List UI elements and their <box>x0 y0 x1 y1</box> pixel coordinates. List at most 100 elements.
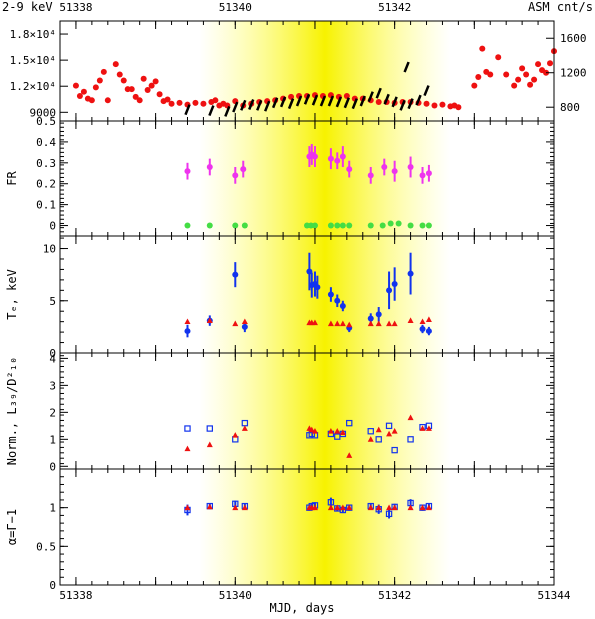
data-point <box>335 96 343 108</box>
data-point <box>439 101 446 108</box>
data-point <box>206 441 213 448</box>
data-point <box>407 164 414 170</box>
data-point <box>184 104 191 116</box>
y-tick-label: 1.5×10⁴ <box>10 54 56 67</box>
data-point <box>419 504 426 511</box>
data-point <box>367 222 374 229</box>
data-point <box>375 436 382 443</box>
x-tick-label: 51338 <box>59 589 92 602</box>
data-point <box>407 98 414 110</box>
data-point <box>375 426 382 433</box>
data-point <box>547 60 554 67</box>
data-point <box>241 504 248 511</box>
data-point <box>184 318 191 325</box>
top-x-tick-label: 51340 <box>219 1 252 14</box>
data-point <box>339 153 346 160</box>
data-point <box>425 316 432 322</box>
top-left-label: 2-9 keV <box>2 0 53 14</box>
y-tick-label: 0.5 <box>36 540 56 553</box>
data-point <box>308 426 315 433</box>
data-point <box>144 86 151 93</box>
highlight-band-layer <box>199 21 451 585</box>
data-point <box>232 432 239 438</box>
y-tick-label: 0 <box>49 460 56 473</box>
data-point <box>367 504 374 511</box>
data-point <box>367 91 374 103</box>
data-point <box>381 164 388 170</box>
series-Te-1 <box>184 316 432 328</box>
data-point <box>72 82 79 89</box>
data-point <box>212 97 219 104</box>
y-tick-label: 10 <box>43 243 56 256</box>
data-point <box>407 414 414 421</box>
data-point <box>339 222 346 229</box>
data-point <box>311 319 318 326</box>
data-point <box>311 428 318 434</box>
data-point <box>391 96 398 108</box>
data-point <box>351 98 358 110</box>
panel-alpha: 0 0.5 1 α=Γ−1 <box>5 468 555 592</box>
data-point <box>116 71 123 78</box>
data-point <box>419 318 426 325</box>
y-tick-label: 1 <box>49 502 56 515</box>
data-point <box>407 436 414 443</box>
series-Te-0 <box>184 252 432 338</box>
data-point <box>386 504 393 511</box>
data-point <box>206 164 213 170</box>
data-point <box>346 419 353 427</box>
top-x-tick-label: 51342 <box>378 1 411 14</box>
data-point <box>334 222 341 229</box>
data-point <box>391 320 398 327</box>
y-axis-label: FR <box>5 171 19 186</box>
data-point <box>184 504 191 511</box>
data-point <box>519 65 526 72</box>
data-point <box>184 445 191 452</box>
y-tick-label: 3 <box>49 379 56 392</box>
data-point <box>419 425 426 431</box>
data-point <box>407 317 414 324</box>
data-point <box>423 85 430 97</box>
data-point <box>327 291 334 298</box>
data-point <box>208 105 215 117</box>
data-point <box>515 76 522 83</box>
data-point <box>184 328 191 335</box>
data-point <box>184 168 191 175</box>
data-point <box>407 270 414 277</box>
data-point <box>391 281 398 288</box>
data-point <box>375 504 382 511</box>
data-point <box>271 97 279 109</box>
data-point <box>391 428 398 434</box>
series-norm-1 <box>184 414 432 458</box>
data-point <box>311 94 319 106</box>
data-point <box>346 452 353 458</box>
data-point <box>419 172 426 179</box>
highlight-band <box>199 21 451 585</box>
data-point <box>88 97 95 104</box>
y-tick-label: 0 <box>49 220 56 233</box>
data-point <box>232 504 239 511</box>
data-point <box>334 428 341 434</box>
panel-frame <box>59 468 555 586</box>
data-point <box>100 68 107 75</box>
data-point <box>206 317 213 324</box>
data-point <box>339 320 346 327</box>
data-point <box>346 166 353 173</box>
data-point <box>192 99 199 106</box>
right-y-tick-label: 1600 <box>560 32 587 45</box>
data-point <box>232 101 239 113</box>
data-point <box>232 271 239 278</box>
x-tick-label: 51344 <box>537 589 570 602</box>
data-point <box>319 95 327 107</box>
data-point <box>455 104 462 111</box>
data-point <box>535 61 542 68</box>
data-point <box>511 82 518 89</box>
y-tick-label: 0 <box>49 579 56 592</box>
data-point <box>395 220 402 227</box>
data-point <box>264 100 271 112</box>
data-point <box>168 100 175 107</box>
data-point <box>343 97 350 109</box>
data-point <box>425 504 432 511</box>
data-point <box>375 87 382 99</box>
data-point <box>232 222 239 229</box>
